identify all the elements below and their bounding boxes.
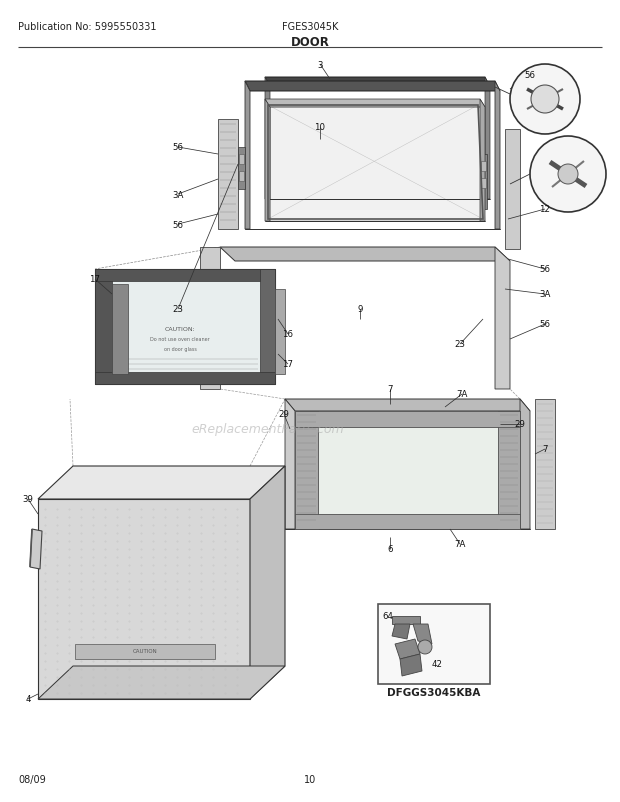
Text: 56: 56 (172, 144, 184, 152)
Text: 17: 17 (89, 275, 100, 284)
Polygon shape (38, 467, 285, 500)
Polygon shape (285, 399, 295, 529)
Text: FGES3045K: FGES3045K (282, 22, 338, 32)
Polygon shape (250, 467, 285, 699)
Polygon shape (239, 172, 244, 182)
Circle shape (510, 65, 580, 135)
Polygon shape (220, 248, 510, 261)
Polygon shape (265, 78, 270, 200)
Polygon shape (112, 285, 128, 375)
Polygon shape (378, 604, 490, 684)
Text: 56: 56 (525, 71, 536, 79)
Text: 42: 42 (432, 660, 443, 669)
Polygon shape (75, 644, 215, 659)
Polygon shape (95, 373, 275, 384)
Text: 29: 29 (515, 420, 525, 429)
Circle shape (531, 86, 559, 114)
Text: 12: 12 (539, 205, 551, 214)
Polygon shape (495, 248, 510, 390)
Text: 3: 3 (317, 60, 323, 70)
Polygon shape (95, 269, 112, 384)
Polygon shape (218, 119, 238, 229)
Text: CAUTION:: CAUTION: (165, 327, 195, 332)
Polygon shape (285, 399, 530, 411)
Text: Publication No: 5995550331: Publication No: 5995550331 (18, 22, 156, 32)
Text: on door glass: on door glass (164, 347, 197, 352)
Polygon shape (485, 78, 490, 200)
Polygon shape (270, 107, 485, 221)
Polygon shape (239, 155, 244, 164)
Polygon shape (395, 639, 420, 659)
Text: 7: 7 (542, 445, 547, 454)
Circle shape (558, 164, 578, 184)
Text: 3A: 3A (539, 290, 551, 299)
Polygon shape (535, 399, 555, 529)
Circle shape (418, 640, 432, 654)
Polygon shape (38, 666, 285, 699)
Polygon shape (245, 82, 500, 92)
Text: 64: 64 (383, 612, 394, 621)
Polygon shape (481, 162, 486, 172)
Polygon shape (30, 529, 42, 569)
Text: 23: 23 (172, 305, 184, 314)
Text: 6: 6 (388, 545, 392, 554)
Polygon shape (505, 130, 520, 249)
Polygon shape (238, 148, 245, 190)
Text: 56: 56 (539, 320, 551, 329)
Text: 56: 56 (172, 221, 184, 229)
Polygon shape (295, 411, 318, 529)
Text: 08/09: 08/09 (18, 774, 46, 784)
Polygon shape (265, 78, 490, 88)
Polygon shape (95, 269, 275, 384)
Polygon shape (200, 248, 220, 390)
Text: 56: 56 (539, 265, 551, 274)
Text: DOOR: DOOR (291, 36, 329, 49)
Polygon shape (413, 624, 432, 644)
Text: 10: 10 (304, 774, 316, 784)
Polygon shape (480, 100, 485, 221)
Polygon shape (275, 290, 285, 375)
Polygon shape (498, 411, 520, 529)
Polygon shape (318, 427, 498, 514)
Text: 23: 23 (454, 340, 466, 349)
Polygon shape (495, 82, 500, 229)
Polygon shape (392, 624, 410, 639)
Polygon shape (38, 500, 250, 699)
Polygon shape (392, 616, 420, 624)
Text: 39: 39 (22, 495, 33, 504)
Text: 9: 9 (357, 305, 363, 314)
Polygon shape (295, 411, 530, 529)
Text: 10: 10 (314, 124, 326, 132)
Circle shape (530, 137, 606, 213)
Text: CAUTION: CAUTION (133, 649, 157, 654)
Text: 7A: 7A (456, 390, 467, 399)
Text: DFGGS3045KBA: DFGGS3045KBA (388, 687, 480, 697)
Polygon shape (480, 155, 487, 210)
Text: 7A: 7A (454, 540, 466, 549)
Polygon shape (265, 100, 270, 221)
Polygon shape (245, 82, 250, 229)
Polygon shape (260, 269, 275, 384)
Polygon shape (265, 100, 485, 107)
Polygon shape (295, 514, 520, 529)
Text: Do not use oven cleaner: Do not use oven cleaner (150, 337, 210, 342)
Polygon shape (95, 269, 275, 282)
Text: 7: 7 (388, 385, 392, 394)
Text: 4: 4 (25, 695, 31, 703)
Text: 3A: 3A (172, 190, 184, 199)
Polygon shape (400, 654, 422, 676)
Polygon shape (481, 179, 486, 188)
Polygon shape (520, 399, 530, 529)
Polygon shape (295, 411, 520, 427)
Text: 17: 17 (283, 360, 293, 369)
Text: eReplacementParts.com: eReplacementParts.com (192, 423, 344, 436)
Text: 29: 29 (278, 410, 290, 419)
Text: 16: 16 (283, 330, 293, 339)
